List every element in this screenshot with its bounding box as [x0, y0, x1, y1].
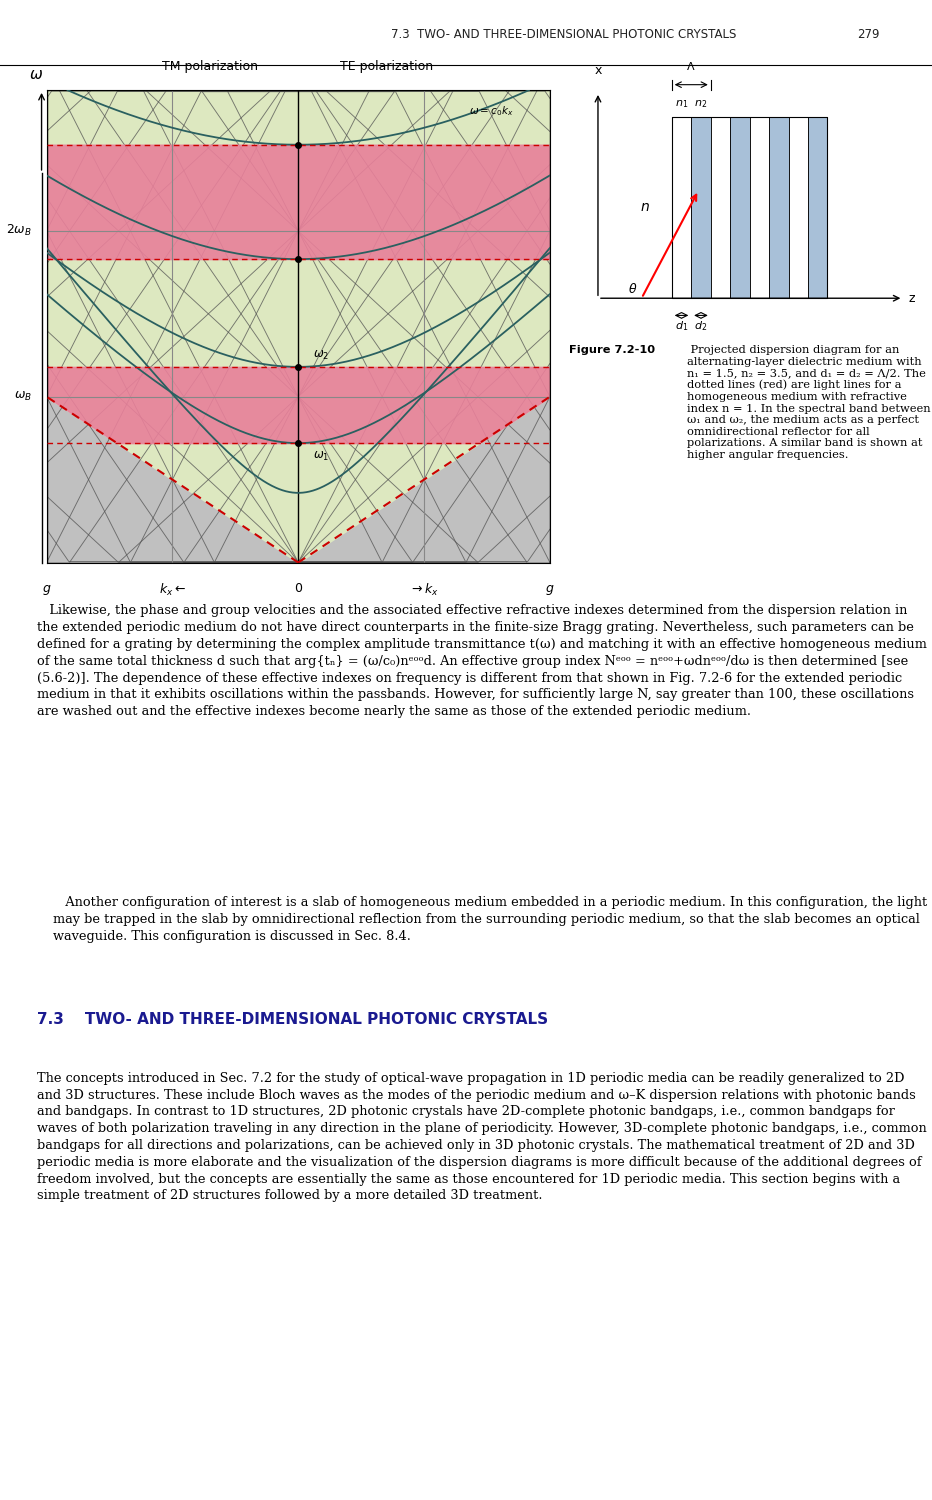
Text: Projected dispersion diagram for an alternating-layer dielectric medium with n₁ : Projected dispersion diagram for an alte… — [687, 345, 931, 460]
Text: $\Lambda$: $\Lambda$ — [687, 60, 696, 72]
Bar — [749, 117, 769, 298]
Text: $n_1$: $n_1$ — [675, 98, 688, 109]
Text: g: g — [43, 582, 50, 596]
Text: $k_x\leftarrow$: $k_x\leftarrow$ — [159, 582, 185, 598]
Bar — [672, 117, 828, 298]
Text: 279: 279 — [857, 28, 880, 40]
Text: $\omega$: $\omega$ — [30, 66, 44, 81]
Bar — [808, 117, 828, 298]
Text: $\rightarrow k_x$: $\rightarrow k_x$ — [409, 582, 439, 598]
Text: Another configuration of interest is a slab of homogeneous medium embedded in a : Another configuration of interest is a s… — [53, 897, 927, 944]
Text: TE polarization: TE polarization — [340, 60, 432, 74]
Text: $2\omega_B$: $2\omega_B$ — [6, 224, 32, 238]
Text: x: x — [595, 64, 602, 78]
Text: $\omega{=}c_0k_x$: $\omega{=}c_0k_x$ — [470, 105, 514, 118]
Text: 7.3  TWO- AND THREE-DIMENSIONAL PHOTONIC CRYSTALS: 7.3 TWO- AND THREE-DIMENSIONAL PHOTONIC … — [391, 28, 737, 40]
Text: 0: 0 — [295, 582, 302, 596]
Text: The concepts introduced in Sec. 7.2 for the study of optical-wave propagation in: The concepts introduced in Sec. 7.2 for … — [37, 1071, 927, 1203]
Text: $\omega_2$: $\omega_2$ — [313, 350, 330, 361]
Text: $\omega_1$: $\omega_1$ — [313, 450, 330, 464]
Text: n: n — [640, 201, 650, 214]
Text: $\omega_B$: $\omega_B$ — [14, 390, 32, 404]
Text: $n_2$: $n_2$ — [694, 98, 707, 109]
Bar — [730, 117, 749, 298]
Bar — [672, 117, 692, 298]
Text: Likewise, the phase and group velocities and the associated effective refractive: Likewise, the phase and group velocities… — [37, 604, 927, 718]
Text: $d_1$: $d_1$ — [675, 320, 688, 333]
Text: z: z — [909, 291, 915, 304]
Bar — [769, 117, 788, 298]
Text: TM polarization: TM polarization — [162, 60, 258, 74]
Text: 7.3    TWO- AND THREE-DIMENSIONAL PHOTONIC CRYSTALS: 7.3 TWO- AND THREE-DIMENSIONAL PHOTONIC … — [37, 1011, 548, 1026]
Text: Figure 7.2-10: Figure 7.2-10 — [569, 345, 654, 355]
Text: $d_2$: $d_2$ — [694, 320, 707, 333]
Bar — [711, 117, 730, 298]
Text: g: g — [546, 582, 554, 596]
Bar — [788, 117, 808, 298]
Text: $\theta$: $\theta$ — [628, 282, 637, 296]
Bar — [692, 117, 711, 298]
